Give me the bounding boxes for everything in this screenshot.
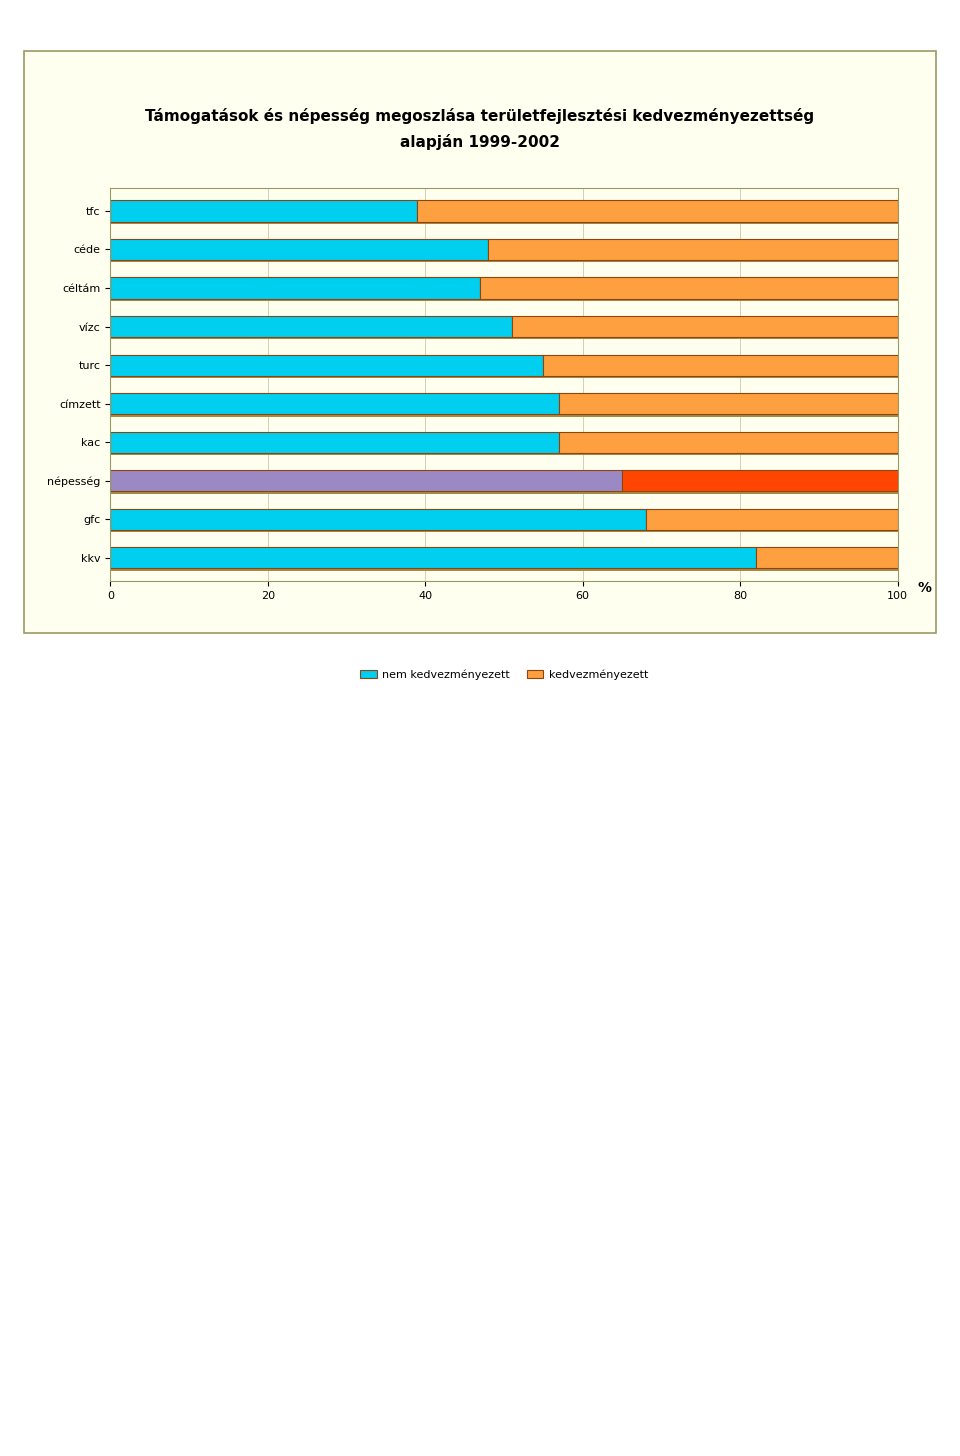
Text: alapján 1999-2002: alapján 1999-2002 xyxy=(400,134,560,150)
Bar xyxy=(513,319,898,339)
Bar xyxy=(110,396,560,416)
Bar xyxy=(481,280,898,301)
Bar xyxy=(559,431,898,453)
Bar xyxy=(110,508,646,530)
Bar xyxy=(110,472,622,494)
Bar xyxy=(543,357,898,379)
Bar xyxy=(110,242,489,262)
Bar xyxy=(646,511,898,533)
Bar xyxy=(110,549,756,571)
Bar xyxy=(489,242,898,262)
Bar xyxy=(543,354,898,376)
Bar xyxy=(110,511,646,533)
Bar xyxy=(756,549,898,571)
Text: Támogatások és népesség megoszlása területfejlesztési kedvezményezettség: Támogatások és népesség megoszlása terül… xyxy=(145,108,815,124)
Bar xyxy=(110,470,622,491)
Bar xyxy=(756,547,898,568)
Bar xyxy=(110,547,756,568)
Bar xyxy=(560,434,898,456)
Text: %: % xyxy=(917,581,931,596)
Bar xyxy=(110,431,559,453)
Bar xyxy=(110,357,543,379)
Bar xyxy=(110,239,489,261)
Bar xyxy=(110,316,512,338)
Bar xyxy=(110,434,560,456)
Bar xyxy=(560,396,898,416)
Bar xyxy=(489,239,898,261)
Bar xyxy=(622,470,898,491)
Bar xyxy=(418,202,898,224)
Bar xyxy=(110,280,481,301)
Bar xyxy=(110,354,543,376)
Bar xyxy=(110,319,513,339)
Bar xyxy=(512,316,898,338)
Bar xyxy=(110,201,418,221)
Legend: nem kedvezményezett, kedvezményezett: nem kedvezményezett, kedvezményezett xyxy=(355,665,653,684)
Bar xyxy=(622,472,898,494)
Bar xyxy=(559,393,898,415)
Bar xyxy=(480,278,898,298)
Bar xyxy=(110,393,559,415)
Bar xyxy=(418,201,898,221)
Bar xyxy=(110,202,418,224)
Bar xyxy=(110,278,480,298)
Bar xyxy=(646,508,898,530)
